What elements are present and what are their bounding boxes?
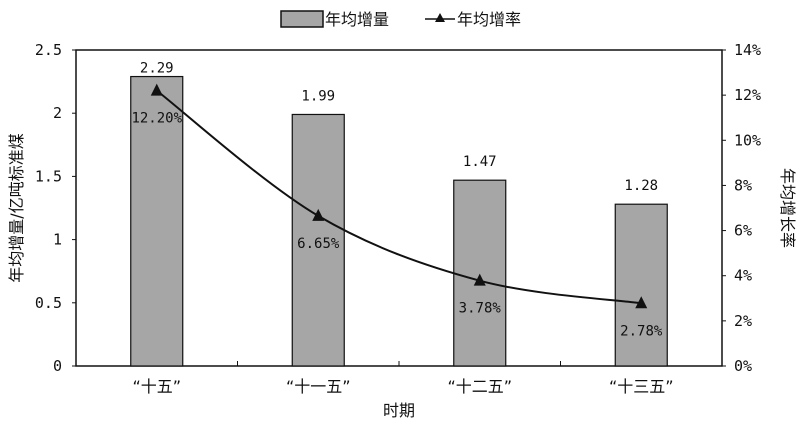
legend: 年均增量 年均增率 [280, 10, 521, 29]
rate-marker [635, 296, 648, 309]
x-tick-label: “十一五” [286, 377, 351, 396]
bar [614, 203, 668, 367]
y-tick-label: 0.5 [35, 294, 62, 312]
y2-tick-label: 4% [734, 267, 752, 285]
y-tick-label: 2 [53, 104, 62, 122]
x-axis-title: 时期 [383, 401, 415, 420]
rate-marker [473, 273, 486, 286]
y-tick-label: 2.5 [35, 41, 62, 59]
y2-tick-label: 10% [734, 131, 761, 149]
bar [130, 75, 184, 367]
x-tick-label: “十三五” [609, 377, 674, 396]
bar-value-label: 1.99 [301, 88, 335, 104]
rate-value-label: 3.78% [459, 301, 502, 317]
rate-line: 12.20% 6.65% 3.78% 2.78% [131, 83, 663, 339]
y2-axis-title: 年均增长率 [778, 168, 797, 248]
rate-value-label: 6.65% [297, 236, 340, 252]
x-tick-label: “十二五” [447, 377, 512, 396]
y-axis-title: 年均增量/亿吨标准煤 [7, 133, 26, 282]
bar [291, 113, 345, 367]
y-tick-label: 1 [53, 231, 62, 249]
y2-tick-label: 2% [734, 312, 752, 330]
y2-tick-label: 0% [734, 357, 752, 375]
legend-bar-swatch [280, 10, 324, 28]
axes: 0 0.5 1 1.5 2 2.5 0% 2% 4% 6% 8% 10% 12% 14% “十五” “十一五”… [35, 41, 761, 396]
y2-tick-label: 14% [734, 41, 761, 59]
legend-line-label: 年均增率 [457, 10, 521, 29]
bar-value-label: 1.47 [463, 154, 497, 170]
rate-marker [312, 208, 325, 221]
rate-marker [150, 83, 163, 96]
bar-value-label: 1.28 [624, 178, 658, 194]
bar [453, 179, 507, 367]
x-tick-label: “十五” [132, 377, 181, 396]
legend-bar-label: 年均增量 [325, 10, 389, 29]
legend-triangle-icon [435, 13, 445, 22]
rate-value-label: 2.78% [620, 323, 663, 339]
y2-tick-label: 12% [734, 86, 761, 104]
y-tick-label: 0 [53, 357, 62, 375]
y2-tick-label: 8% [734, 176, 752, 194]
rate-line-path [156, 89, 642, 305]
bar-value-label: 2.29 [140, 61, 174, 77]
bars: 2.29 1.99 1.47 1.28 [130, 61, 668, 367]
y-tick-label: 1.5 [35, 167, 62, 185]
y2-tick-label: 6% [734, 222, 752, 240]
rate-value-label: 12.20% [131, 111, 182, 127]
